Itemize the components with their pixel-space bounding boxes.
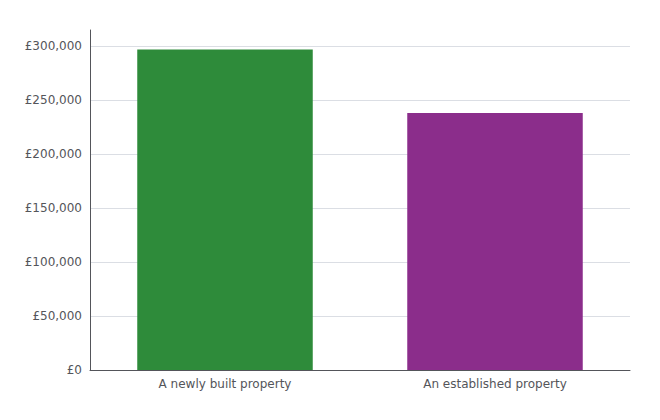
svg-text:£200,000: £200,000 [25, 147, 82, 161]
svg-text:£100,000: £100,000 [25, 255, 82, 269]
svg-text:£150,000: £150,000 [25, 201, 82, 215]
svg-text:£250,000: £250,000 [25, 93, 82, 107]
svg-text:£50,000: £50,000 [32, 309, 82, 323]
svg-text:£300,000: £300,000 [25, 39, 82, 53]
svg-text:A newly built property: A newly built property [159, 377, 292, 391]
svg-text:An established property: An established property [423, 377, 567, 391]
svg-text:£0: £0 [67, 363, 82, 377]
